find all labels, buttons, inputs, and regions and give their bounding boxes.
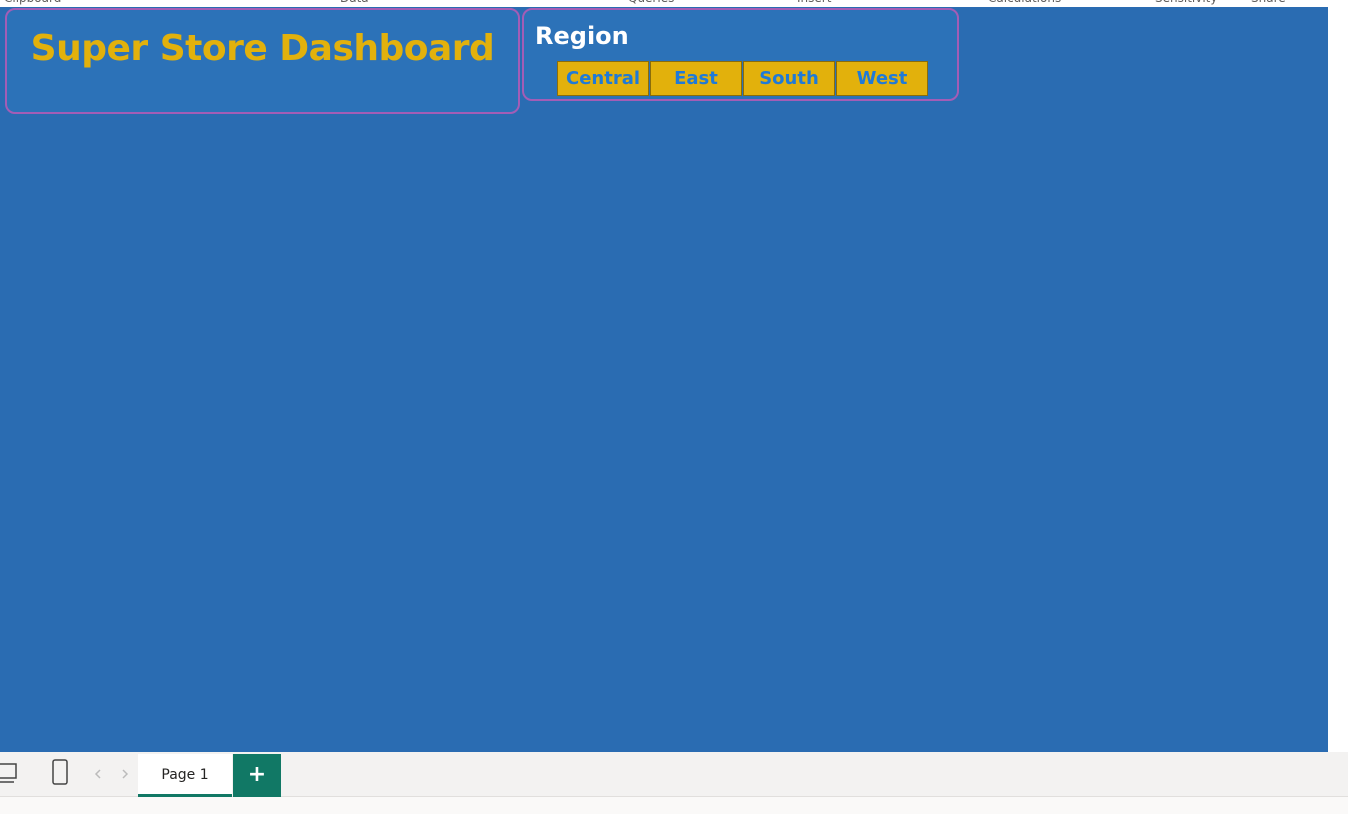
mobile-icon[interactable]: [52, 759, 68, 785]
ribbon-label: Clipboard: [4, 0, 61, 5]
ribbon: Clipboard Data Queries Insert Calculations Se…: [0, 0, 1348, 7]
desktop-icon[interactable]: [0, 763, 17, 779]
title-panel: Super Store Dashboard: [5, 8, 520, 114]
slicer-option[interactable]: East: [650, 61, 742, 96]
prev-page[interactable]: [94, 769, 101, 779]
status-bar: [0, 796, 1348, 814]
page-tab[interactable]: Page 1: [138, 754, 232, 797]
ribbon-label: Queries: [628, 0, 674, 5]
report-canvas: [0, 7, 1328, 752]
page-bar: Page 1 +: [0, 752, 1348, 814]
ribbon-label: Calculations: [988, 0, 1061, 5]
ribbon-label: Share: [1251, 0, 1286, 5]
dashboard-title: Super Store Dashboard: [30, 28, 495, 69]
slicer-option[interactable]: Central: [557, 61, 649, 96]
ribbon-label: Data: [340, 0, 369, 5]
add-page[interactable]: +: [233, 754, 281, 797]
region-slicer: Region Central East South West: [522, 8, 959, 101]
view-icons: [0, 759, 129, 785]
slicer-title: Region: [535, 22, 629, 50]
next-page[interactable]: [122, 769, 129, 779]
slicer-option[interactable]: West: [836, 61, 928, 96]
slicer-option[interactable]: South: [743, 61, 835, 96]
ribbon-label: Insert: [797, 0, 831, 5]
ribbon-label: Sensitivity: [1155, 0, 1217, 5]
